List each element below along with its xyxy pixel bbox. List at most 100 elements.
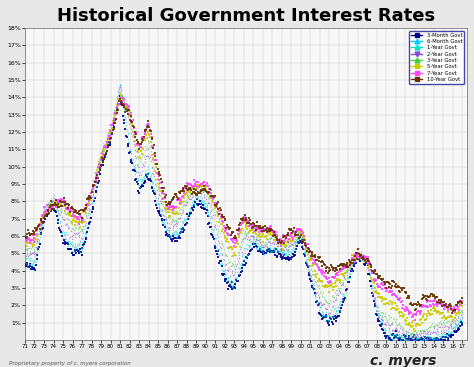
Point — [427, 334, 434, 339]
Point — [128, 119, 136, 125]
Point — [448, 329, 456, 335]
Point — [174, 232, 182, 238]
Point — [373, 312, 381, 318]
Point — [69, 211, 77, 217]
Point — [109, 121, 117, 127]
Point — [278, 251, 286, 257]
Point — [159, 196, 167, 201]
Point — [412, 306, 419, 312]
Point — [365, 267, 373, 273]
Point — [291, 245, 298, 251]
Point — [458, 300, 465, 306]
Point — [284, 236, 292, 241]
Point — [298, 232, 305, 237]
Point — [452, 321, 460, 327]
Point — [309, 284, 316, 290]
Point — [380, 282, 388, 288]
Point — [91, 198, 98, 204]
Point — [24, 240, 32, 246]
Point — [113, 110, 120, 116]
Point — [35, 229, 43, 235]
Point — [161, 224, 169, 230]
Point — [29, 250, 36, 256]
Point — [356, 258, 364, 264]
Point — [141, 170, 148, 176]
Point — [60, 203, 68, 208]
Point — [351, 255, 358, 261]
Point — [322, 274, 329, 280]
Point — [169, 207, 176, 213]
Point — [69, 236, 76, 242]
Point — [407, 330, 415, 336]
Point — [343, 264, 350, 270]
Point — [165, 214, 173, 220]
Point — [71, 243, 79, 249]
Point — [215, 260, 223, 266]
Point — [183, 213, 191, 219]
Point — [341, 295, 349, 301]
Point — [410, 330, 417, 336]
Point — [323, 309, 330, 315]
Point — [443, 331, 451, 337]
Point — [69, 243, 76, 249]
Point — [239, 250, 247, 256]
Point — [283, 233, 291, 239]
Point — [92, 177, 100, 183]
Point — [340, 280, 347, 286]
Point — [73, 215, 81, 221]
Point — [252, 246, 259, 251]
Point — [404, 337, 412, 343]
Point — [285, 226, 293, 232]
Point — [109, 118, 117, 124]
Point — [250, 236, 258, 242]
Point — [217, 214, 225, 220]
Point — [352, 259, 360, 265]
Point — [237, 222, 245, 228]
Point — [169, 236, 176, 241]
Point — [284, 254, 292, 260]
Point — [235, 225, 242, 231]
Point — [263, 229, 270, 235]
Point — [102, 151, 109, 157]
Point — [192, 195, 200, 201]
Point — [321, 262, 328, 268]
Point — [97, 164, 104, 170]
Point — [258, 244, 266, 250]
Point — [339, 282, 346, 288]
Point — [207, 208, 214, 214]
Point — [103, 134, 111, 139]
Point — [455, 325, 462, 331]
Point — [357, 252, 365, 258]
Point — [424, 336, 431, 342]
Point — [202, 188, 210, 193]
Point — [301, 249, 309, 255]
Point — [220, 273, 228, 279]
Point — [138, 151, 146, 157]
Point — [27, 232, 34, 238]
Point — [444, 314, 451, 320]
Point — [206, 225, 214, 230]
Point — [389, 327, 396, 333]
Point — [255, 238, 263, 244]
Point — [100, 151, 107, 157]
Point — [458, 298, 466, 304]
Point — [68, 206, 75, 211]
Point — [133, 163, 141, 168]
Point — [419, 337, 427, 343]
Point — [170, 224, 177, 229]
Point — [48, 198, 56, 204]
Point — [169, 234, 176, 240]
Point — [130, 137, 137, 143]
Point — [187, 188, 195, 193]
Point — [191, 186, 198, 192]
Point — [54, 203, 62, 209]
Point — [327, 283, 335, 289]
Point — [262, 248, 270, 254]
Point — [254, 227, 261, 233]
Point — [252, 236, 259, 242]
Point — [64, 246, 72, 252]
Point — [229, 285, 237, 291]
Point — [267, 242, 274, 248]
Point — [337, 272, 345, 277]
Point — [199, 181, 207, 187]
